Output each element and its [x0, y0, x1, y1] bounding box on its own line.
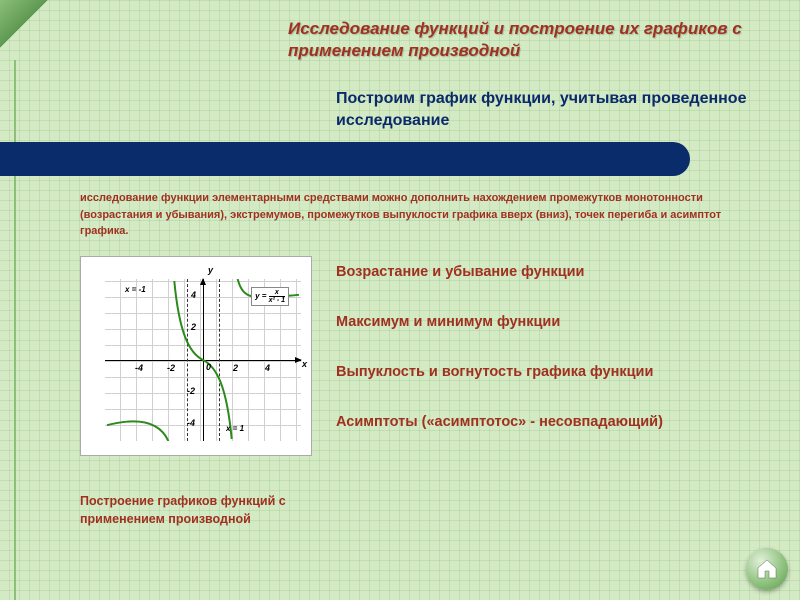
- origin-label: 0: [206, 362, 211, 372]
- corner-decoration: [0, 0, 60, 60]
- ytick: 4: [191, 290, 196, 300]
- xtick: 4: [265, 363, 270, 373]
- topic-item: Максимум и минимум функции: [336, 314, 776, 330]
- asymptote-label-left: x = -1: [125, 285, 146, 294]
- topic-item: Выпуклость и вогнутость графика функции: [336, 364, 776, 380]
- y-axis-label: y: [208, 265, 213, 275]
- asymptote-label-right: x = 1: [226, 424, 244, 433]
- ytick: 2: [191, 322, 196, 332]
- home-button[interactable]: [746, 548, 788, 590]
- ytick: -4: [187, 418, 195, 428]
- page-title: Исследование функций и построение их гра…: [288, 18, 778, 62]
- description-text: исследование функции элементарными средс…: [80, 190, 760, 240]
- topic-item: Асимптоты («асимптотос» - несовпадающий): [336, 414, 776, 430]
- xtick: -4: [135, 363, 143, 373]
- banner-bar: [0, 142, 690, 176]
- left-rail-decoration: [0, 60, 16, 600]
- x-axis-label: x: [302, 359, 307, 369]
- fn-numerator: x: [269, 289, 285, 297]
- chart-caption: Построение графиков функций с применение…: [80, 493, 330, 528]
- page-subtitle: Построим график функции, учитывая провед…: [336, 88, 756, 131]
- fn-denominator: x² - 1: [269, 297, 285, 304]
- ytick: -2: [187, 386, 195, 396]
- home-icon: [755, 557, 779, 581]
- xtick: -2: [167, 363, 175, 373]
- xtick: 2: [233, 363, 238, 373]
- fn-prefix: y =: [255, 292, 269, 301]
- function-label: y = xx² - 1: [251, 287, 289, 306]
- topic-item: Возрастание и убывание функции: [336, 264, 776, 280]
- function-chart: 0 -2 -4 2 4 2 4 -2 -4 y x x = -1 x = 1 y…: [80, 256, 312, 456]
- topics-list: Возрастание и убывание функции Максимум …: [336, 264, 776, 464]
